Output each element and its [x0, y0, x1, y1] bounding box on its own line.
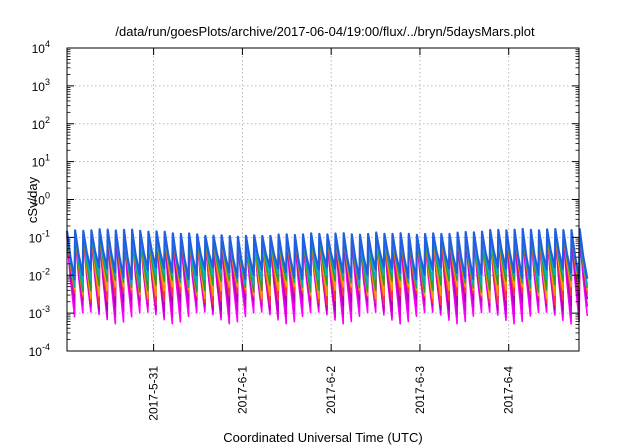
y-tick-label: 10-4: [29, 342, 50, 359]
grid-lines: [67, 48, 579, 351]
y-tick-labels: 10-4 10-3 10-2 10-1 100 101 102 103 104: [29, 39, 50, 359]
y-tick-label: 101: [32, 153, 50, 170]
axis-ticks: [67, 47, 579, 352]
y-tick-label: 104: [32, 39, 50, 56]
y-tick-label: 102: [32, 115, 50, 132]
x-tick-label: 2017-6-3: [413, 366, 427, 414]
x-tick-label: 2017-5-31: [147, 366, 161, 421]
x-tick-labels: 2017-5-31 2017-6-1 2017-6-2 2017-6-3 2017-6-…: [147, 366, 516, 421]
x-tick-label: 2017-6-4: [502, 366, 516, 414]
plot-frame: [66, 47, 580, 352]
y-tick-label: 10-1: [29, 228, 50, 245]
series-area: [65, 227, 589, 325]
y-tick-label: 10-3: [29, 304, 50, 321]
series-line: [65, 227, 589, 281]
x-axis-label: Coordinated Universal Time (UTC): [223, 430, 422, 445]
y-tick-label: 100: [32, 191, 50, 208]
y-tick-label: 10-2: [29, 266, 50, 283]
chart-title: /data/run/goesPlots/archive/2017-06-04/1…: [115, 24, 535, 39]
y-tick-label: 103: [32, 77, 50, 94]
x-tick-label: 2017-6-2: [324, 366, 338, 414]
y-axis-label: cSv/day: [25, 176, 40, 223]
x-tick-label: 2017-6-1: [235, 366, 249, 414]
